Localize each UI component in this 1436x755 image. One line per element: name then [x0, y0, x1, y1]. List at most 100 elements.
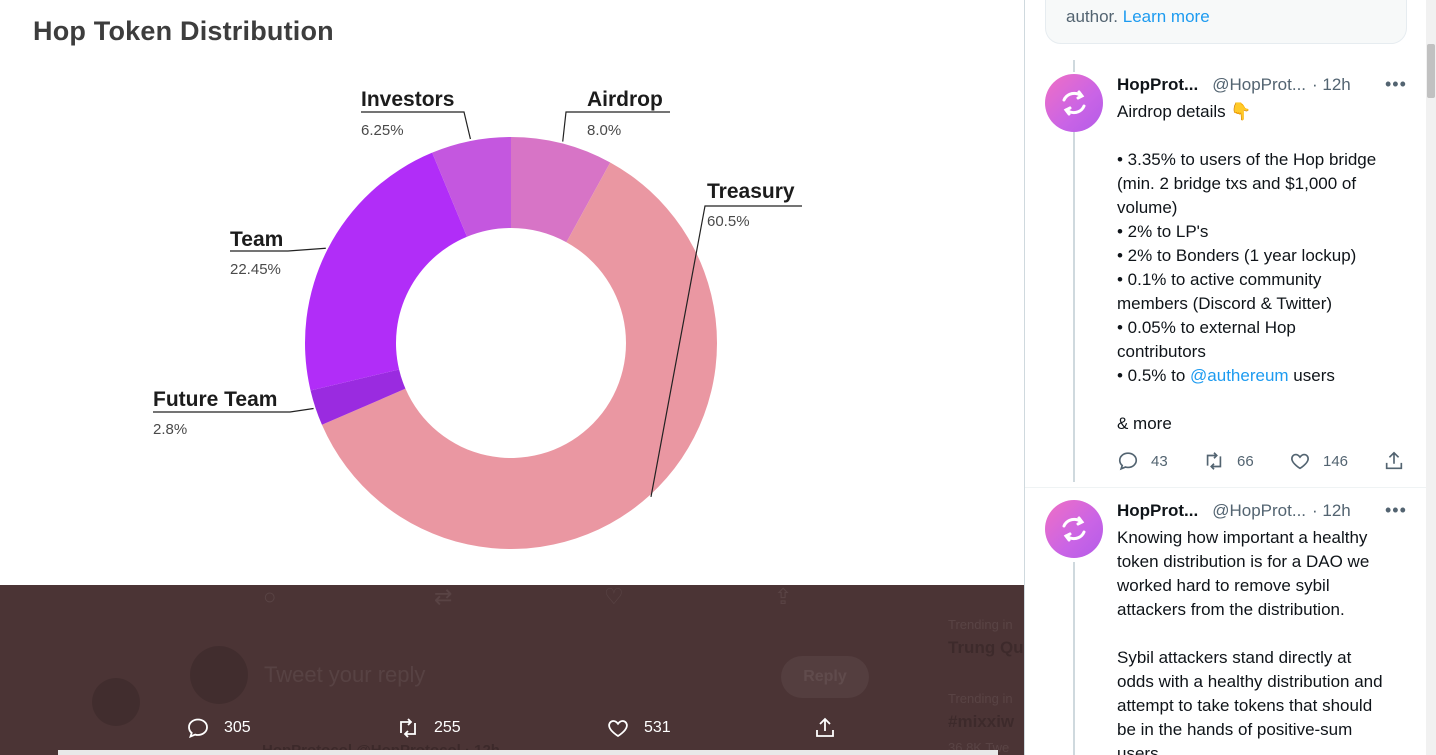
reply-input[interactable]: Tweet your reply [264, 662, 426, 687]
learn-more-link[interactable]: Learn more [1122, 7, 1210, 26]
share-icon [1385, 451, 1403, 470]
slice-label: Airdrop [587, 88, 663, 111]
share-icon [816, 717, 834, 737]
divider [58, 750, 998, 755]
media-viewer: Hop Token Distribution Airdrop 8.0% Treasu… [0, 0, 1024, 755]
slice-label: Team [230, 228, 283, 251]
timestamp[interactable]: · 12h [1312, 75, 1351, 94]
avatar[interactable] [1045, 74, 1103, 132]
tweet-blank-line [1117, 622, 1417, 646]
reply-action[interactable]: 305 [186, 705, 251, 750]
thread-line [1073, 60, 1075, 72]
ghost-share-icon: ⇪ [774, 584, 793, 609]
slice-team [305, 152, 467, 391]
leader-line [650, 205, 802, 497]
timestamp[interactable]: · 12h [1312, 501, 1351, 520]
tweet-line: contributors [1117, 342, 1206, 361]
tweet-blank-line [1117, 124, 1417, 148]
mention-link[interactable]: @authereum [1190, 366, 1289, 385]
tweet-blank-line [1117, 388, 1417, 412]
hop-logo-icon [1062, 90, 1086, 116]
thread-panel: author. Learn more HopProt... @HopProt..… [1024, 0, 1436, 755]
like-action[interactable]: 531 [606, 705, 671, 750]
scrollbar-thumb[interactable] [1427, 44, 1435, 98]
tweet-line: • 3.35% to users of the Hop bridge [1117, 150, 1377, 169]
retweet-count: 66 [1237, 452, 1254, 470]
display-name[interactable]: HopProt... [1117, 501, 1199, 520]
thread-line [1073, 562, 1075, 755]
ghost-like-icon: ♡ [604, 584, 624, 609]
reply-action[interactable]: 43 [1117, 450, 1203, 472]
tweet-line: Knowing how important a healthy [1117, 528, 1368, 547]
leader-line [562, 111, 670, 142]
retweet-action[interactable]: 66 [1203, 450, 1289, 472]
reply-count: 43 [1151, 452, 1168, 470]
retweet-icon [1206, 452, 1222, 470]
tweet[interactable]: HopProt... @HopProt... · 12h ••• Airdrop… [1025, 74, 1425, 484]
user-handle[interactable]: @HopProt... [1212, 75, 1307, 94]
like-action[interactable]: 146 [1289, 450, 1383, 472]
more-options-icon[interactable]: ••• [1385, 74, 1407, 94]
tweet-line: Airdrop details 👇 [1117, 102, 1252, 121]
tweet-line: • 2% to Bonders (1 year lockup) [1117, 246, 1357, 265]
slice-label: Investors [361, 88, 454, 111]
like-count: 146 [1323, 452, 1349, 470]
tweet-header: HopProt... @HopProt... · 12h [1117, 74, 1351, 96]
scrollbar-track[interactable] [1426, 0, 1436, 755]
mention-post: users [1288, 366, 1335, 385]
tweet-text: Airdrop details 👇 • 3.35% to users of th… [1117, 100, 1417, 436]
tweet-line: token distribution is for a DAO we [1117, 552, 1370, 571]
avatar[interactable] [1045, 500, 1103, 558]
tweet[interactable]: HopProt... @HopProt... · 12h ••• Knowing… [1025, 500, 1425, 755]
share-action[interactable] [813, 705, 837, 750]
slice-treasury [321, 162, 717, 549]
more-options-icon[interactable]: ••• [1385, 500, 1407, 520]
slice-future-team [310, 369, 406, 425]
slice-value: 6.25% [361, 122, 404, 139]
leader-line [153, 407, 314, 413]
mention-pre: • 0.5% to [1117, 366, 1191, 385]
divider [1025, 487, 1436, 488]
tweet-line: • 2% to LP's [1117, 222, 1209, 241]
ghost-avatar [92, 678, 140, 726]
reply-button[interactable]: Reply [781, 656, 869, 698]
donut-chart: Airdrop 8.0% Treasury 60.5% Future Team 2.8% T… [153, 88, 802, 549]
trend-title[interactable]: Trung Qu [948, 638, 1024, 657]
chart-title: Hop Token Distribution [33, 16, 334, 46]
notice-label: author. [1066, 7, 1118, 26]
tweet-line: worked hard to remove sybil [1117, 576, 1330, 595]
user-handle[interactable]: @HopProt... [1212, 501, 1307, 520]
notice-text: author. Learn more [1066, 7, 1210, 27]
leader-line [361, 111, 472, 140]
thread-line [1073, 132, 1075, 482]
tweet-mention-line: • 0.5% to @authereum users [1117, 364, 1417, 388]
heart-icon [608, 719, 628, 737]
heart-icon [1291, 453, 1309, 470]
tweet-line: Sybil attackers stand directly at [1117, 648, 1352, 667]
tweet-line: users [1117, 744, 1159, 755]
share-action[interactable] [1383, 450, 1405, 472]
slice-investors [432, 137, 511, 237]
ghost-reply-icon: ○ [263, 584, 277, 609]
slice-value: 8.0% [587, 122, 621, 139]
reply-count: 305 [224, 718, 251, 736]
hop-logo-icon [1062, 516, 1086, 542]
slice-value: 22.45% [230, 261, 281, 278]
chart-image[interactable]: Hop Token Distribution Airdrop 8.0% Treasu… [0, 0, 1024, 585]
retweet-action[interactable]: 255 [396, 705, 461, 750]
reply-icon [188, 718, 208, 738]
trend-title[interactable]: #mixxiw [948, 712, 1015, 731]
retweet-count: 255 [434, 718, 461, 736]
like-count: 531 [644, 718, 671, 736]
slice-value: 60.5% [707, 213, 750, 230]
display-name[interactable]: HopProt... [1117, 75, 1199, 94]
tweet-line: (min. 2 bridge txs and $1,000 of [1117, 174, 1357, 193]
tweet-header: HopProt... @HopProt... · 12h [1117, 500, 1351, 522]
trend-meta: Trending in [948, 617, 1013, 632]
slice-label: Future Team [153, 388, 277, 411]
reply-icon [1118, 452, 1138, 471]
notice-box: author. Learn more [1045, 0, 1407, 44]
tweet-line: attempt to take tokens that should [1117, 696, 1373, 715]
slice-airdrop [511, 137, 611, 243]
tweet-line: & more [1117, 414, 1172, 433]
